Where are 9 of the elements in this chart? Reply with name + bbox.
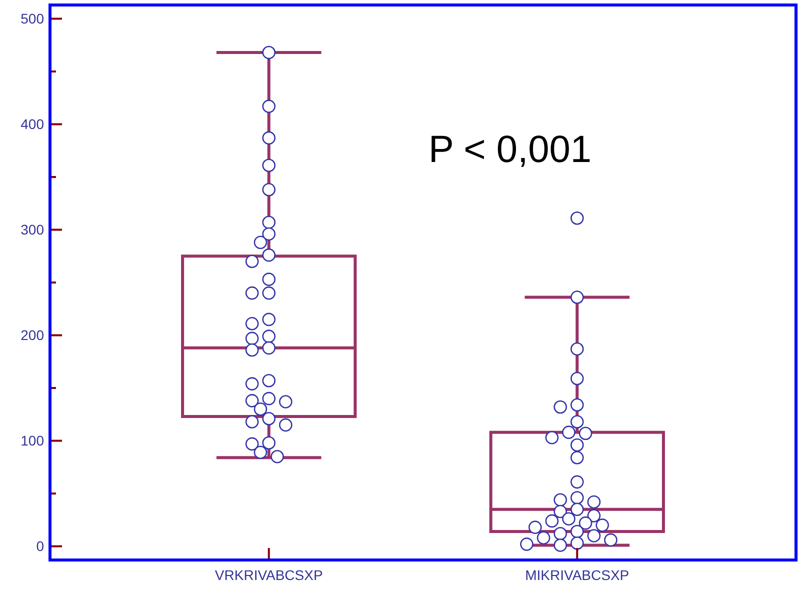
y-tick-label: 500 — [20, 10, 44, 27]
y-tick-label: 200 — [20, 327, 44, 344]
y-tick-label: 400 — [20, 116, 44, 132]
x-tick-label: MIKRIVABCSXP — [525, 567, 630, 583]
x-tick-label: VRKRIVABCSXP — [214, 567, 323, 583]
y-tick-label: 100 — [20, 432, 44, 449]
y-tick-label: 0 — [36, 538, 44, 554]
annotation: P < 0,001 — [428, 129, 592, 171]
y-tick-label: 300 — [20, 222, 44, 238]
